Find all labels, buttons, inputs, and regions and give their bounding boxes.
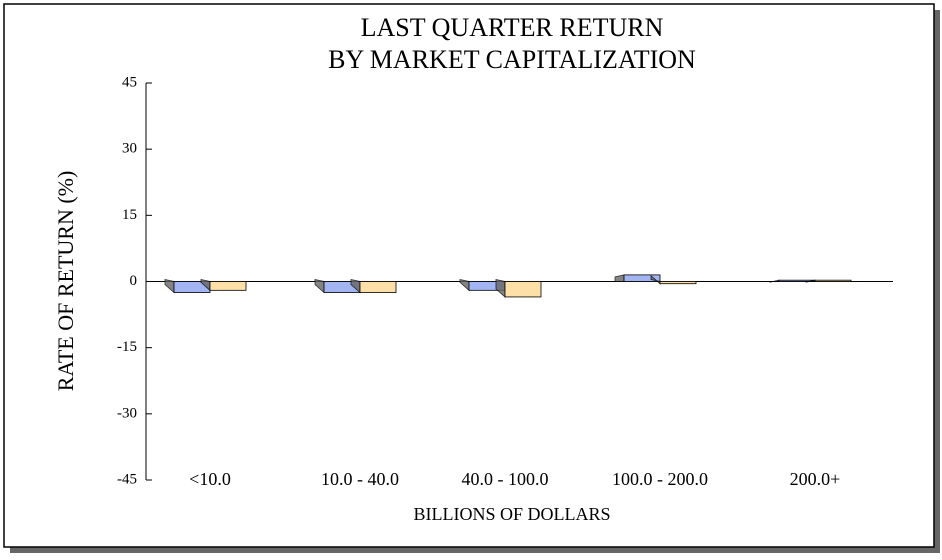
bar <box>459 279 506 292</box>
bar-face <box>359 281 397 293</box>
y-tick-label: -45 <box>117 471 137 487</box>
bar-face <box>659 281 697 285</box>
bar <box>200 279 247 292</box>
y-axis-label: RATE OF RETURN (%) <box>53 171 78 392</box>
bar <box>805 279 852 283</box>
y-tick-label: -30 <box>117 405 137 421</box>
bar-face <box>623 274 661 282</box>
frame <box>3 3 935 548</box>
bar <box>614 274 661 282</box>
x-tick-label: <10.0 <box>189 469 231 489</box>
bar <box>164 279 211 294</box>
chart-title: BY MARKET CAPITALIZATION <box>328 45 696 74</box>
y-tick-label: 45 <box>122 74 137 90</box>
y-tick-label: 0 <box>130 273 138 289</box>
y-tick-label: 30 <box>122 141 137 157</box>
x-tick-label: 10.0 - 40.0 <box>321 469 399 489</box>
x-tick-label: 200.0+ <box>790 469 841 489</box>
bar-face <box>504 281 542 298</box>
bar-face <box>209 281 247 291</box>
y-tick-label: 15 <box>122 207 137 223</box>
bar-face <box>814 279 852 282</box>
y-tick-label: -15 <box>117 339 137 355</box>
bar <box>350 279 397 294</box>
x-axis-label: BILLIONS OF DOLLARS <box>413 504 610 524</box>
bar <box>650 274 697 285</box>
chart-title: LAST QUARTER RETURN <box>361 13 664 42</box>
bar <box>495 279 542 298</box>
x-tick-label: 40.0 - 100.0 <box>462 469 549 489</box>
x-tick-label: 100.0 - 200.0 <box>612 469 708 489</box>
